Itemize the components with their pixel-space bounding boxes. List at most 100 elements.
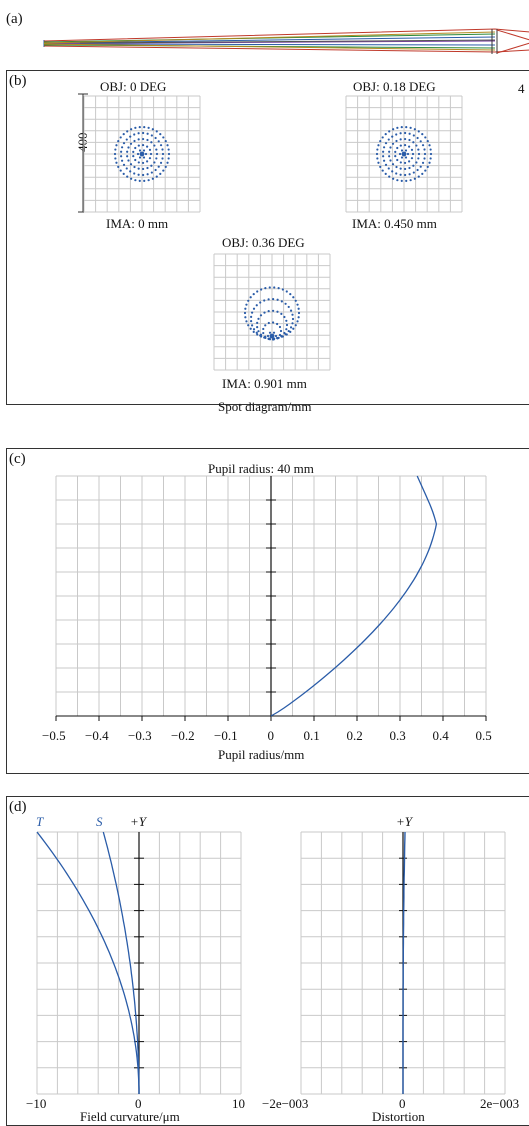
spot-point <box>412 141 415 144</box>
spot-point <box>146 173 149 176</box>
spot-point <box>143 179 146 183</box>
spot-point <box>136 152 140 156</box>
spot-point <box>269 333 275 339</box>
spot-point <box>382 150 385 153</box>
spot-point <box>382 146 386 149</box>
spot-point <box>252 328 256 331</box>
panel-b-label: (b) <box>9 73 27 89</box>
spot-point <box>396 146 399 150</box>
spot-point <box>247 324 250 327</box>
spot-point <box>130 177 133 180</box>
spot-point <box>132 150 135 153</box>
spot-point <box>277 336 280 339</box>
panel-c <box>6 448 529 774</box>
spot-point <box>137 138 140 141</box>
pupil-x-tick-label: −0.2 <box>171 728 195 743</box>
spot-point <box>133 133 136 136</box>
spot-point <box>292 327 295 330</box>
spot-point <box>289 326 293 329</box>
spot-point <box>278 325 282 329</box>
spot-point <box>417 148 420 151</box>
spot-point <box>137 144 140 147</box>
spot-point <box>289 330 292 333</box>
spot-point <box>395 165 398 169</box>
spot-point <box>428 161 431 164</box>
pupil-chart-title: Pupil radius: 40 mm <box>208 461 314 476</box>
spot-point <box>262 331 265 335</box>
spot-point <box>399 132 402 135</box>
spot-point <box>285 290 288 293</box>
spot-point <box>130 128 133 131</box>
spot1-obj-label: OBJ: 0 DEG <box>100 79 167 94</box>
spot-point <box>419 165 422 168</box>
spot-point <box>292 296 295 299</box>
optical-layout <box>43 28 529 54</box>
spot-point <box>297 307 300 310</box>
spot-point <box>147 179 150 182</box>
spot-point <box>296 303 299 306</box>
spot3-obj-label: OBJ: 0.36 DEG <box>222 235 305 250</box>
spot-point <box>143 125 146 129</box>
spot-point <box>404 173 407 177</box>
spot-point <box>294 299 297 302</box>
spot-point <box>410 148 414 151</box>
spot-point <box>133 172 136 175</box>
spot-point <box>267 310 270 313</box>
spot-point <box>400 125 403 129</box>
spot-point <box>255 304 258 307</box>
dist-tick-max: 2e−003 <box>480 1096 520 1111</box>
spot-point <box>267 298 270 301</box>
spot-point <box>138 179 141 183</box>
pupil-x-tick-label: −0.4 <box>85 728 109 743</box>
spot-point <box>264 336 267 339</box>
spot-point <box>122 172 125 175</box>
spot-point <box>388 130 391 133</box>
spot-point <box>389 159 392 162</box>
spot-point <box>274 334 278 338</box>
spot-point <box>150 141 153 144</box>
spot-point <box>138 125 141 129</box>
spot-point <box>268 337 271 340</box>
spot-point <box>129 163 133 166</box>
spot-point <box>384 172 387 175</box>
spot-point <box>411 152 415 156</box>
spot-point <box>134 179 137 182</box>
spot-point <box>417 157 420 160</box>
spot-point <box>114 157 117 160</box>
spot-point <box>375 152 379 156</box>
spot-point <box>379 165 382 168</box>
spot-point <box>153 144 156 147</box>
spot-point <box>384 133 387 136</box>
spot-point <box>291 322 294 325</box>
spot-point <box>120 155 123 158</box>
spot-point <box>146 160 149 163</box>
spot-point <box>122 163 126 166</box>
spot-point <box>137 161 140 164</box>
spot-point <box>115 161 118 164</box>
spot-point <box>416 168 419 172</box>
spot-point <box>272 297 275 301</box>
spot-point <box>155 148 158 151</box>
panel-d-label: (d) <box>9 799 27 815</box>
ray-fan-chart <box>55 475 487 721</box>
spot-point <box>133 165 136 169</box>
spot-point <box>291 313 294 316</box>
spot-point <box>405 179 408 183</box>
spot-point <box>139 151 145 157</box>
spot-point <box>151 177 154 180</box>
spot-point <box>379 140 382 143</box>
spot-point <box>400 156 404 159</box>
spot-point <box>419 140 422 143</box>
spot-point <box>117 165 120 168</box>
spot-point <box>142 131 145 135</box>
curve-s <box>102 831 140 1094</box>
spot-point <box>134 126 137 129</box>
spot-point <box>382 155 385 158</box>
spot-point <box>122 142 126 145</box>
spot-point <box>267 321 270 325</box>
spot-point <box>294 324 297 327</box>
spot-point <box>250 311 254 314</box>
left-axis-y-label: +Y <box>130 814 147 829</box>
spot-point <box>287 305 290 309</box>
spot-point <box>388 175 391 178</box>
